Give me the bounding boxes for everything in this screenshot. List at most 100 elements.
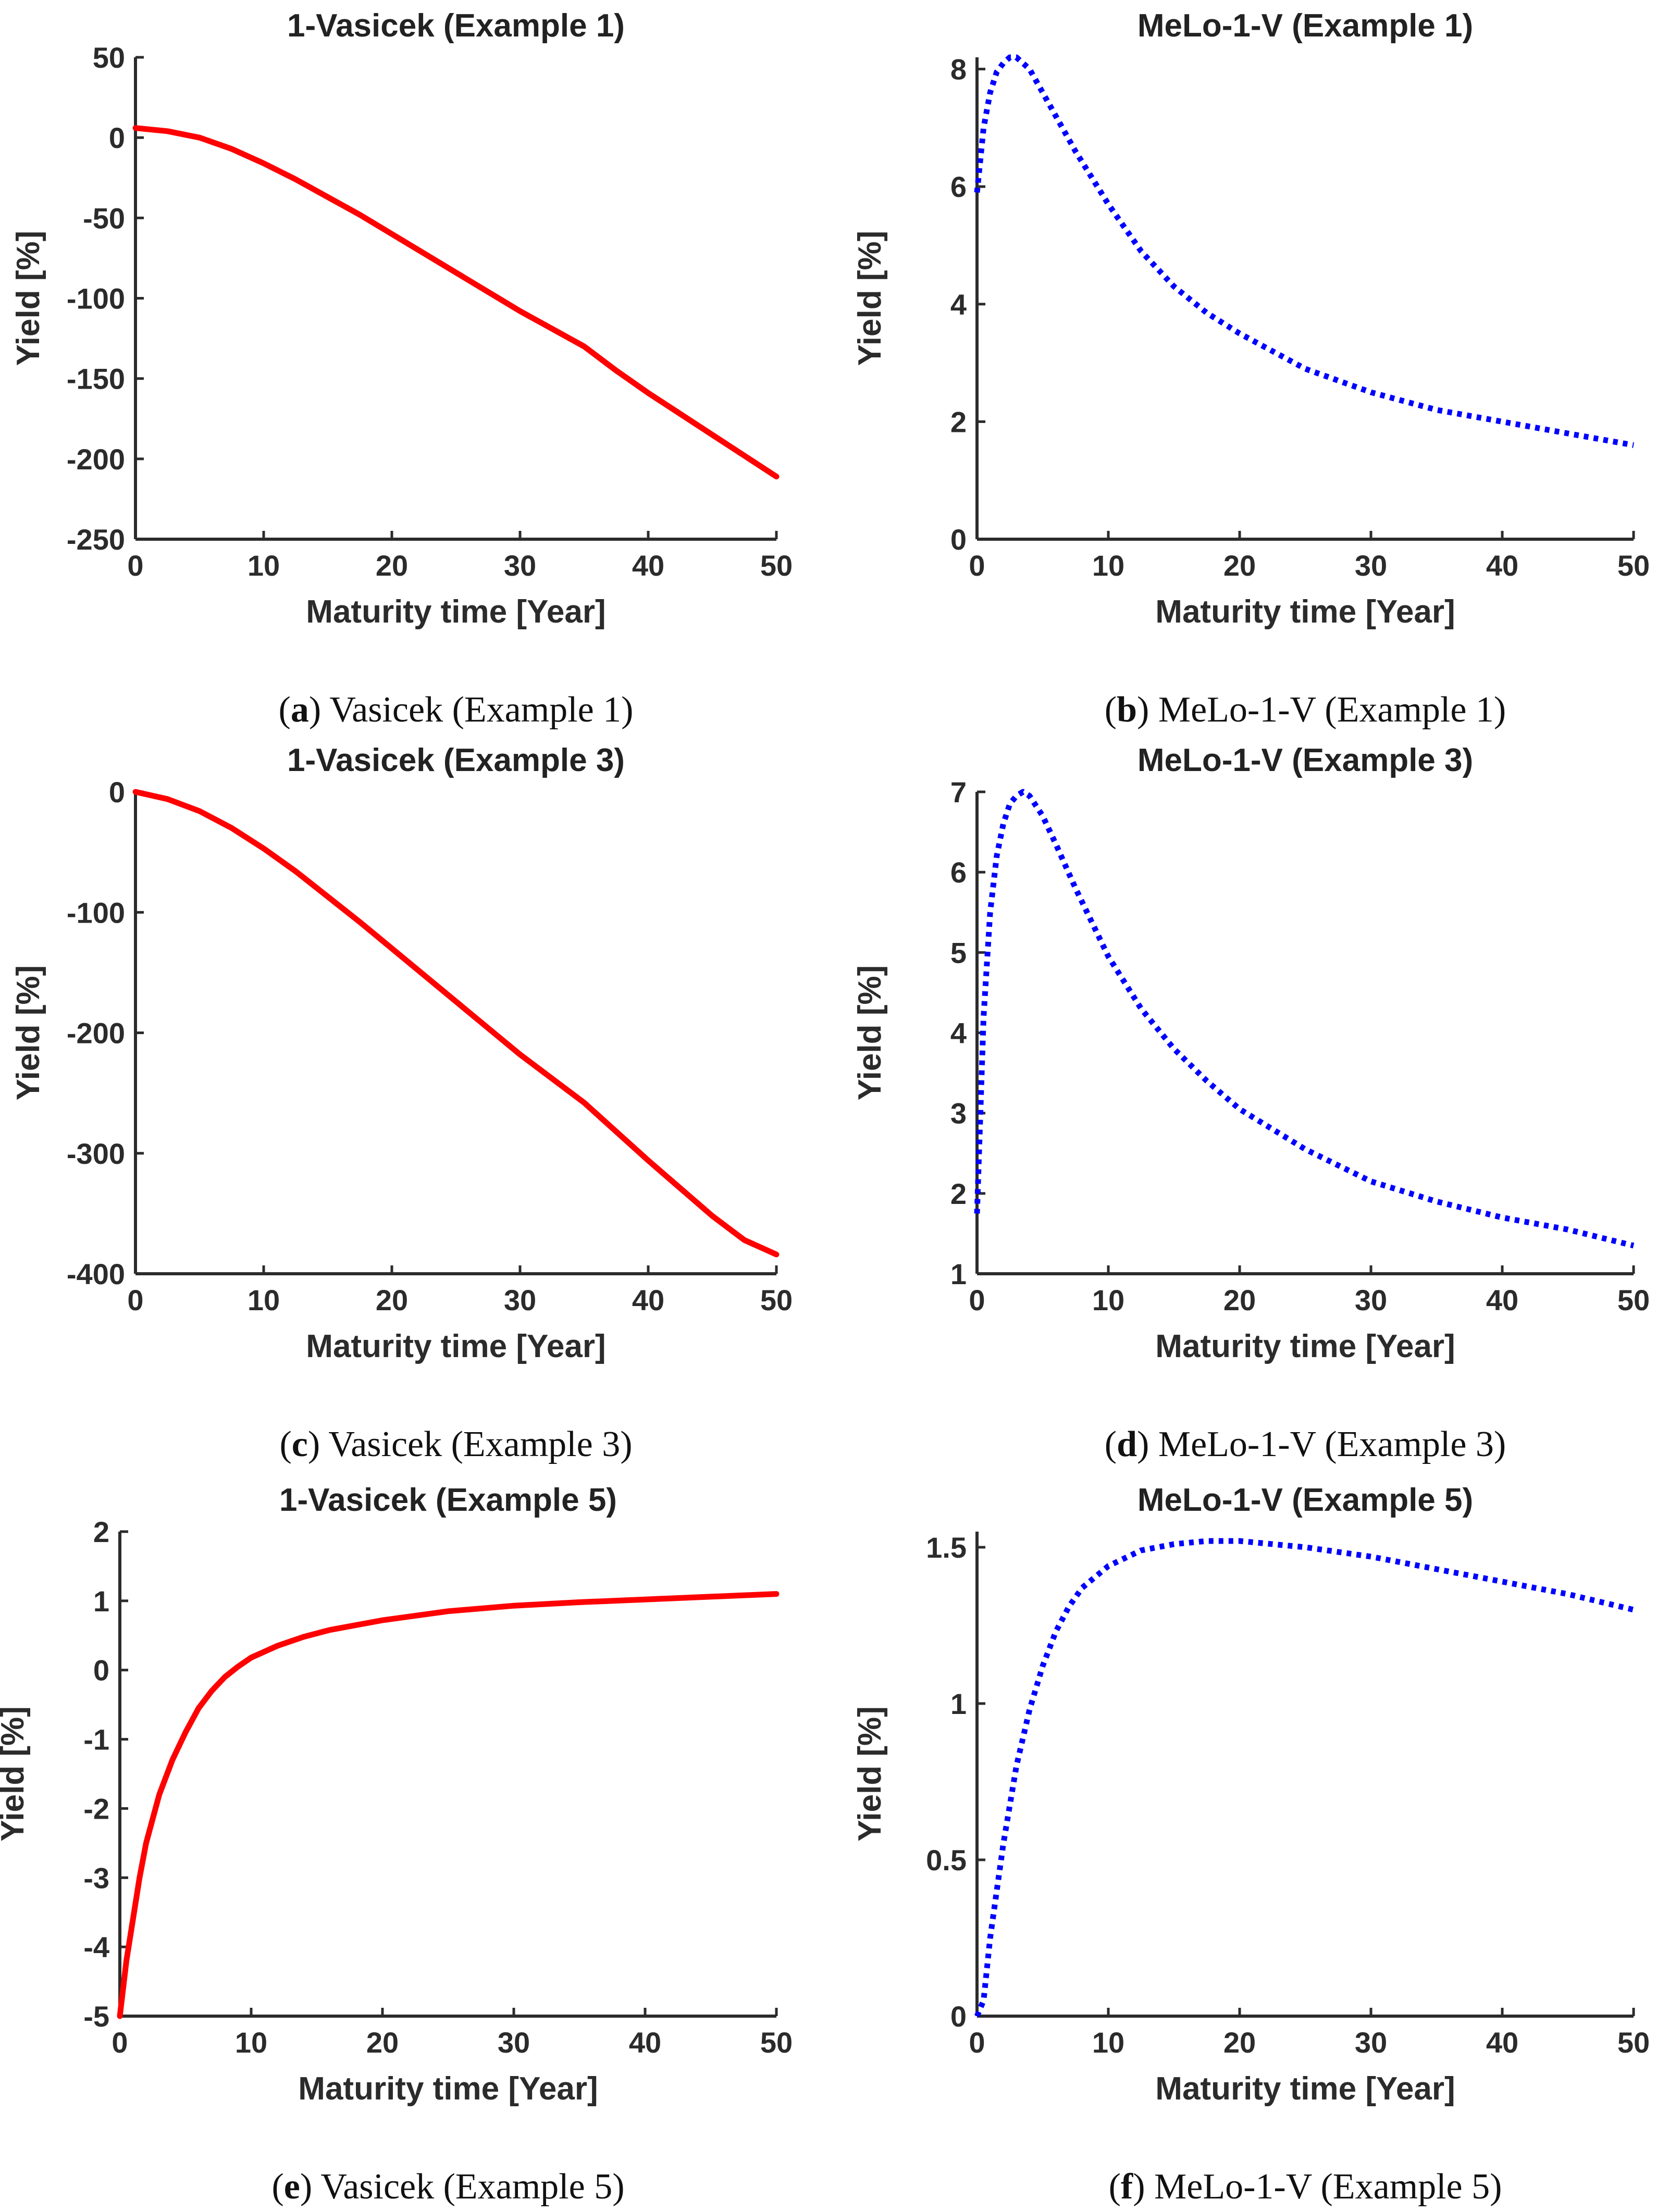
x-tick-label: 50 [1617,549,1650,582]
x-tick-label: 10 [1092,2026,1124,2059]
y-tick-label: -50 [83,202,125,234]
y-tick-label: 3 [950,1097,967,1130]
caption-paren-open: ( [271,2167,283,2207]
y-tick-label: -150 [67,363,125,395]
caption-text: MeLo-1-V (Example 5) [1154,2167,1502,2207]
x-tick-label: 50 [760,2026,793,2059]
x-tick-label: 50 [760,1284,793,1316]
caption-letter: d [1117,1424,1137,1464]
x-tick-label: 10 [1092,1284,1124,1316]
y-tick-label: -200 [67,443,125,476]
y-tick-label: 2 [950,1177,967,1210]
series-line-melo-1-v [974,1538,1635,2018]
y-tick-label: 50 [93,41,125,74]
y-tick-label: 2 [93,1515,109,1548]
caption-text: MeLo-1-V (Example 1) [1158,690,1506,730]
chart-title: MeLo-1-V (Example 3) [1138,742,1473,778]
x-tick-label: 40 [629,2026,661,2059]
x-tick-label: 20 [366,2026,399,2059]
y-tick-label: 5 [950,936,967,969]
caption-paren-open: ( [1105,690,1117,730]
x-tick-label: 10 [248,1284,280,1316]
chart-title: 1-Vasicek (Example 3) [287,742,625,778]
y-tick-label: 1.5 [926,1531,967,1564]
y-tick-label: 0 [109,776,125,809]
x-tick-label: 30 [504,549,536,582]
x-axis-label: Maturity time [Year] [1155,594,1455,630]
panel-caption: (c) Vasicek (Example 3) [279,1424,632,1464]
y-tick-label: 8 [950,53,967,86]
x-tick-label: 30 [1355,1284,1387,1316]
caption-text: Vasicek (Example 5) [320,2167,624,2207]
y-tick-label: 6 [950,170,967,203]
panel-caption: (e) Vasicek (Example 5) [271,2167,624,2207]
x-tick-label: 40 [1486,2026,1518,2059]
x-tick-label: 30 [498,2026,530,2059]
x-axis-label: Maturity time [Year] [1155,2071,1455,2107]
caption-paren-close: ) [309,690,330,730]
x-tick-label: 20 [1223,1284,1256,1316]
caption-text: Vasicek (Example 1) [329,690,633,730]
chart-title: MeLo-1-V (Example 5) [1138,1482,1473,1518]
y-tick-label: -2 [83,1792,109,1825]
caption-paren-close: ) [1137,1424,1158,1464]
y-tick-label: 1 [950,1687,967,1720]
y-axis-label: Yield [%] [0,1706,31,1842]
caption-paren-open: ( [279,1424,291,1464]
y-tick-label: -100 [67,282,125,315]
x-tick-label: 0 [969,1284,985,1316]
x-tick-label: 50 [1617,2026,1650,2059]
y-tick-label: -5 [83,2000,109,2033]
y-axis-label: Yield [%] [10,231,46,366]
x-tick-label: 20 [376,549,408,582]
caption-paren-open: ( [279,690,291,730]
series-line-1-vasicek [117,1591,780,2019]
x-tick-label: 50 [1617,1284,1650,1316]
y-tick-label: 0 [93,1654,109,1687]
caption-paren-close: ) [308,1424,329,1464]
y-axis-label: Yield [%] [852,231,888,366]
x-axis-label: Maturity time [Year] [298,2071,598,2107]
y-tick-label: 7 [950,776,967,809]
caption-paren-open: ( [1105,1424,1117,1464]
x-tick-label: 30 [1355,549,1387,582]
caption-text: MeLo-1-V (Example 3) [1158,1424,1506,1464]
y-tick-label: 0.5 [926,1844,967,1877]
x-tick-label: 50 [760,549,793,582]
y-tick-label: 6 [950,856,967,889]
chart-panel-e: 1-Vasicek (Example 5)0 10 20 30 40 50-5-4-3-2… [0,1482,793,2207]
x-tick-label: 30 [1355,2026,1387,2059]
y-tick-label: 4 [950,1017,967,1050]
x-tick-label: 0 [127,1284,143,1316]
x-tick-label: 10 [1092,549,1124,582]
caption-letter: c [292,1424,308,1464]
panel-caption: (d) MeLo-1-V (Example 3) [1105,1424,1506,1464]
series-line-1-vasicek [132,789,780,1258]
y-tick-label: -3 [83,1861,109,1894]
caption-letter: b [1117,690,1137,730]
y-tick-label: 2 [950,405,967,438]
y-tick-label: 1 [93,1585,109,1618]
x-tick-label: 20 [376,1284,408,1316]
caption-paren-close: ) [300,2167,321,2207]
caption-letter: a [291,690,309,730]
y-tick-label: 0 [950,2000,967,2033]
panel-caption: (b) MeLo-1-V (Example 1) [1105,690,1506,730]
x-tick-label: 0 [127,549,143,582]
y-tick-label: -250 [67,523,125,556]
y-tick-label: -300 [67,1137,125,1170]
series-line-melo-1-v [974,789,1635,1249]
x-tick-label: 40 [632,1284,664,1316]
y-tick-label: -100 [67,896,125,929]
chart-title: MeLo-1-V (Example 1) [1138,8,1473,44]
y-axis-label: Yield [%] [852,965,888,1101]
x-tick-label: 0 [969,549,985,582]
x-tick-label: 20 [1223,549,1256,582]
caption-paren-open: ( [1109,2167,1121,2207]
x-tick-label: 30 [504,1284,536,1316]
y-tick-label: 0 [950,523,967,556]
x-tick-label: 10 [248,549,280,582]
chart-panel-d: MeLo-1-V (Example 3) 0 10 20 30 40 50 1 2 3 4 5 6 7 Ma… [852,742,1650,1464]
x-tick-label: 40 [632,549,664,582]
